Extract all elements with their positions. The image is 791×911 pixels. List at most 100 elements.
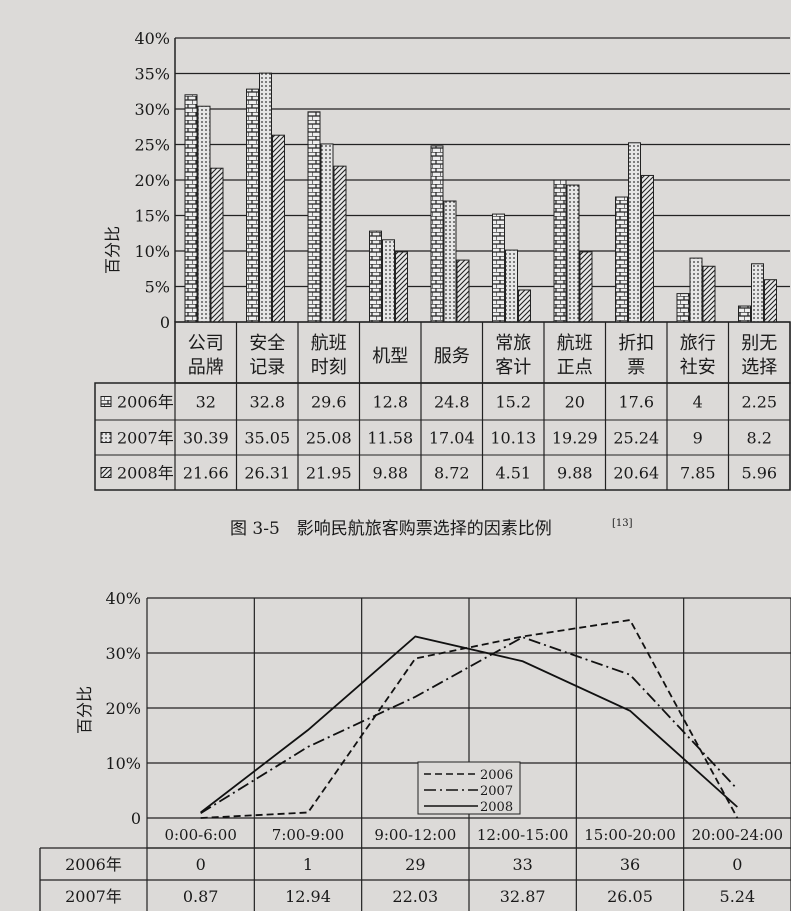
- table-cell: 36: [620, 855, 640, 874]
- row-label: 2006年: [65, 855, 122, 874]
- y-tick-label: 40%: [105, 589, 141, 608]
- category-label: 7:00-9:00: [272, 826, 344, 844]
- category-label: 安全: [249, 333, 285, 354]
- table-cell: 4.51: [495, 464, 531, 483]
- table-cell: 29: [405, 855, 425, 874]
- caption-reference: [13]: [612, 518, 633, 529]
- bar-2008年: [210, 167, 224, 323]
- y-tick-label: 15%: [134, 207, 170, 226]
- bar-2006年: [615, 196, 628, 323]
- y-tick-label: 20%: [134, 171, 170, 190]
- category-label: 旅行: [680, 333, 716, 354]
- table-cell: 9.88: [372, 464, 408, 483]
- bar-2007年: [259, 72, 272, 323]
- table-cell: 10.13: [490, 429, 536, 448]
- bar-2008年: [456, 259, 470, 323]
- category-label: 正点: [557, 357, 593, 378]
- table-cell: 30.39: [183, 429, 229, 448]
- bar-2006年: [184, 94, 198, 323]
- legend-swatch-2007年: [100, 432, 112, 443]
- category-label: 15:00-20:00: [584, 826, 676, 844]
- table-cell: 15.2: [495, 393, 531, 412]
- series-line-2007: [200, 636, 738, 814]
- bar-2007年: [382, 239, 395, 323]
- bar-2008年: [579, 251, 593, 323]
- table-cell: 12.94: [285, 887, 331, 906]
- category-label: 票: [627, 357, 645, 378]
- table-cell: 26.31: [244, 464, 290, 483]
- category-label: 选择: [741, 357, 777, 378]
- category-label: 常旅: [495, 333, 531, 354]
- table-cell: 26.05: [607, 887, 653, 906]
- bar-2008年: [764, 279, 777, 323]
- table-cell: 24.8: [434, 393, 470, 412]
- bar-2006年: [676, 293, 690, 323]
- bar-2007年: [505, 249, 518, 323]
- table-cell: 12.8: [372, 393, 408, 412]
- category-label: 客计: [495, 357, 531, 378]
- table-cell: 5.96: [741, 464, 777, 483]
- table-cell: 0: [732, 855, 742, 874]
- y-axis-label: 百分比: [75, 686, 94, 734]
- table-cell: 5.24: [720, 887, 756, 906]
- bar-2006年: [430, 145, 444, 323]
- table-cell: 32: [196, 393, 216, 412]
- chart-caption: 图 3-5 影响民航旅客购票选择的因素比例: [230, 519, 552, 539]
- series-line-2008: [200, 635, 738, 814]
- table-cell: 8.72: [434, 464, 470, 483]
- category-label: 9:00-12:00: [374, 826, 456, 844]
- y-tick-label: 20%: [105, 699, 141, 718]
- table-cell: 32.87: [500, 887, 546, 906]
- y-tick-label: 0: [131, 809, 141, 828]
- table-cell: 0.87: [183, 887, 219, 906]
- bar-2007年: [197, 105, 211, 323]
- table-cell: 22.03: [392, 887, 438, 906]
- table-cell: 21.95: [306, 464, 352, 483]
- table-cell: 4: [693, 393, 703, 412]
- table-cell: 17.6: [618, 393, 654, 412]
- table-cell: 25.24: [613, 429, 659, 448]
- bar-2008年: [272, 134, 285, 323]
- legend-label: 2008: [480, 800, 513, 815]
- bar-2006年: [307, 111, 321, 323]
- category-label: 0:00-6:00: [164, 826, 236, 844]
- bar-2007年: [751, 263, 764, 323]
- legend-label: 2006年: [117, 393, 174, 412]
- bar-2006年: [492, 213, 505, 323]
- legend-label: 2007年: [117, 429, 174, 448]
- y-tick-label: 40%: [134, 29, 170, 48]
- legend-swatch-2006年: [100, 396, 112, 407]
- y-tick-label: 0: [160, 313, 170, 332]
- table-cell: 9: [693, 429, 703, 448]
- table-cell: 19.29: [552, 429, 598, 448]
- bar-2008年: [333, 165, 347, 323]
- table-cell: 35.05: [244, 429, 290, 448]
- bar-2007年: [689, 257, 703, 323]
- table-cell: 17.04: [429, 429, 475, 448]
- bar-2007年: [628, 142, 641, 323]
- table-cell: 20.64: [613, 464, 659, 483]
- bar-2008年: [395, 251, 408, 323]
- category-label: 别无: [741, 333, 777, 354]
- category-label: 航班: [557, 333, 593, 354]
- legend-label: 2007: [480, 784, 513, 799]
- bar-2007年: [566, 184, 580, 323]
- bar-2008年: [518, 289, 531, 323]
- series-line-2006: [200, 619, 739, 819]
- bar-2007年: [443, 200, 457, 323]
- y-tick-label: 25%: [134, 136, 170, 155]
- legend-swatch-2008年: [100, 467, 112, 478]
- table-cell: 32.8: [249, 393, 285, 412]
- bar-2006年: [738, 305, 751, 323]
- row-label: 2007年: [65, 887, 122, 906]
- legend-label: 2008年: [117, 464, 174, 483]
- category-label: 12:00-15:00: [477, 826, 569, 844]
- table-cell: 0: [196, 855, 206, 874]
- category-label: 时刻: [311, 357, 347, 378]
- bar-2006年: [553, 179, 567, 323]
- table-cell: 1: [303, 855, 313, 874]
- bar-2007年: [320, 143, 334, 323]
